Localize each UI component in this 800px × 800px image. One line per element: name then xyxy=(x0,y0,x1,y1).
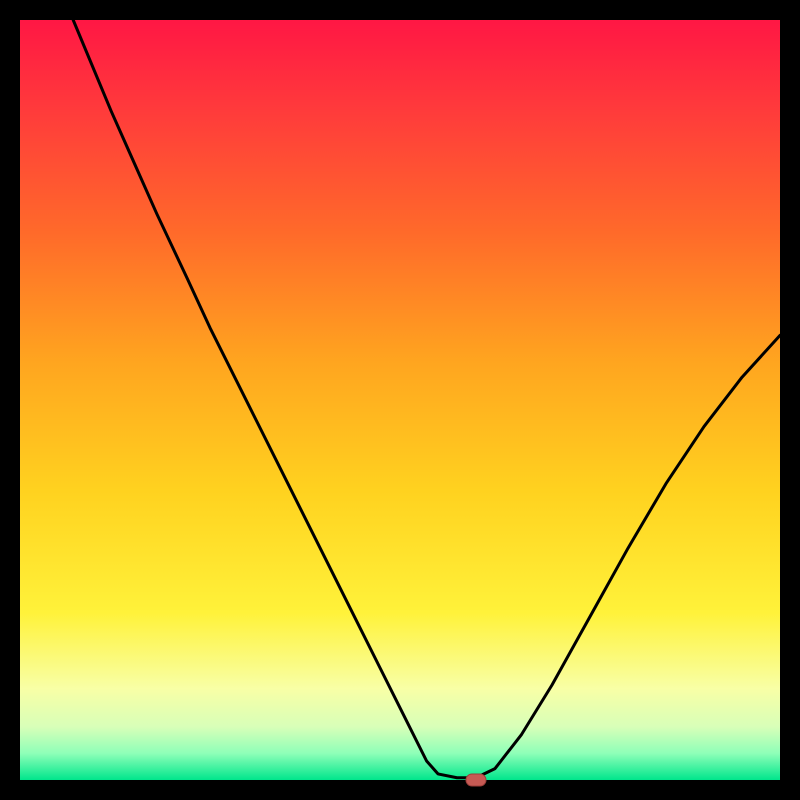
gradient-background xyxy=(20,20,780,780)
optimal-point-marker xyxy=(466,774,486,786)
bottleneck-chart xyxy=(0,0,800,800)
chart-frame: TheBottleneck.com xyxy=(0,0,800,800)
